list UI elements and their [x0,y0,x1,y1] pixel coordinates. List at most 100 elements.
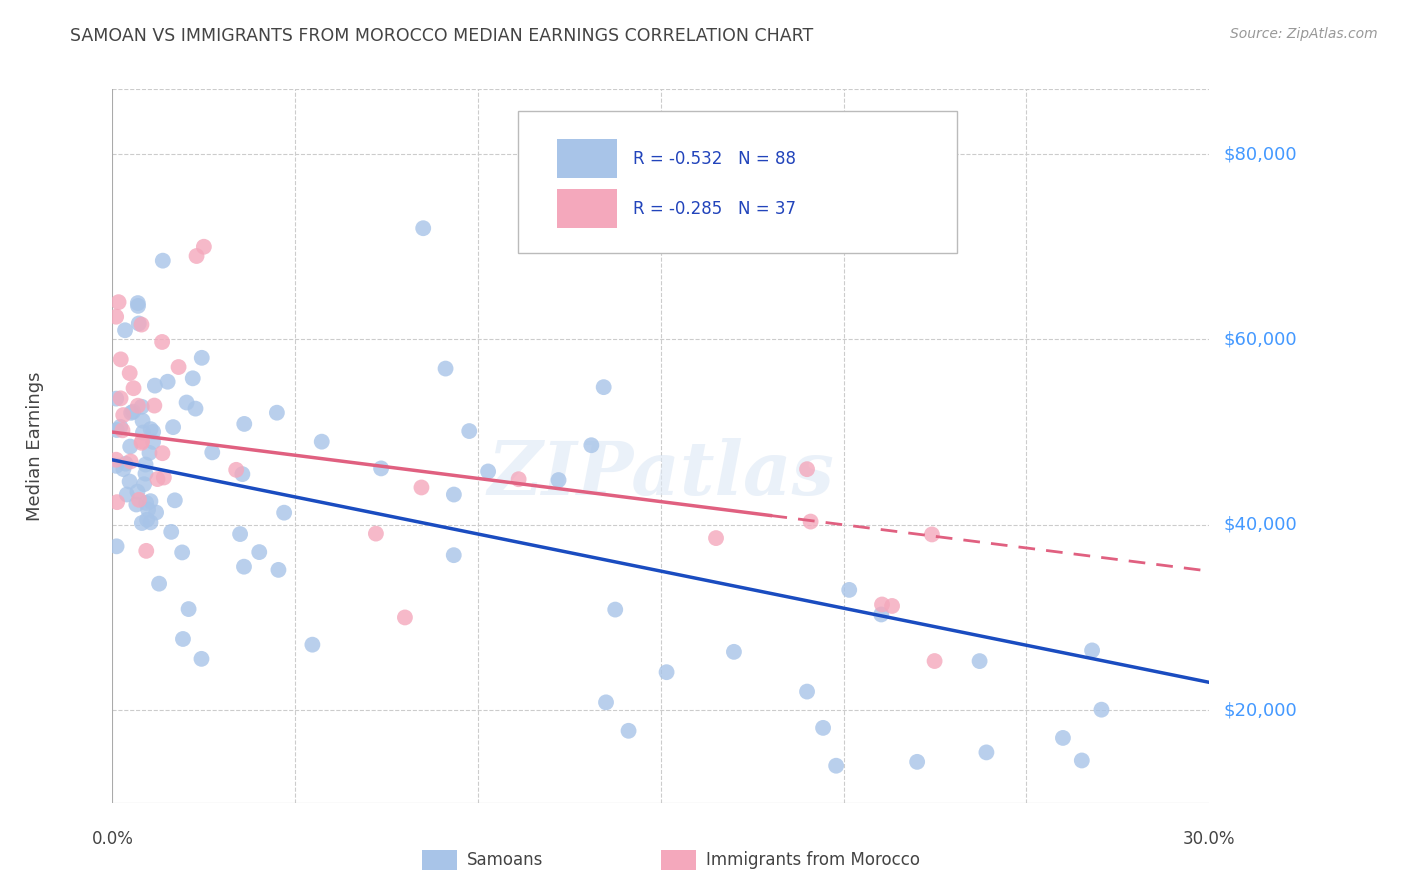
Point [1070,754,1092,768]
Point [105,423,128,437]
Point [120,440,142,454]
Point [838,582,860,597]
Point [592,380,614,394]
Point [135,496,157,510]
Point [105,539,128,553]
Point [143,378,166,392]
Point [127,399,149,413]
Point [122,404,145,418]
Point [800,515,823,529]
Point [105,495,128,509]
Point [434,361,457,376]
Point [1081,643,1104,657]
Point [181,371,204,385]
Point [139,494,162,508]
Point [443,548,465,562]
Point [152,253,174,268]
Text: Median Earnings: Median Earnings [27,371,44,521]
Point [581,438,603,452]
FancyBboxPatch shape [557,139,617,178]
Point [142,425,165,439]
Point [924,654,946,668]
Point [225,463,247,477]
Point [163,493,186,508]
Point [120,454,142,468]
Point [412,221,434,235]
Point [811,721,834,735]
Point [136,502,159,516]
Point [825,758,848,772]
Point [976,745,998,759]
Point [311,434,333,449]
Point [135,544,157,558]
Point [131,400,153,414]
Point [112,462,135,476]
Point [152,446,174,460]
Point [118,475,141,489]
FancyBboxPatch shape [557,189,617,228]
Point [131,318,153,332]
Point [655,665,678,680]
Text: $80,000: $80,000 [1223,145,1296,163]
Point [870,607,893,622]
Point [508,472,530,486]
Point [595,695,617,709]
Point [112,408,135,422]
Point [172,545,194,559]
Point [1052,731,1074,745]
Point [105,392,128,406]
Point [870,598,893,612]
Point [190,652,212,666]
Point [142,434,165,449]
Point [118,366,141,380]
Point [186,249,208,263]
Point [139,422,162,436]
Point [273,506,295,520]
Point [136,513,159,527]
Point [191,351,214,365]
Point [162,420,184,434]
Text: $20,000: $20,000 [1223,701,1296,719]
Point [134,467,156,481]
Point [125,498,148,512]
Point [145,506,167,520]
Point [146,472,169,486]
Text: R = -0.532   N = 88: R = -0.532 N = 88 [633,150,796,168]
Point [131,516,153,530]
Point [131,434,153,449]
Text: 0.0%: 0.0% [91,830,134,847]
Point [267,563,290,577]
Point [229,527,252,541]
Text: Source: ZipAtlas.com: Source: ZipAtlas.com [1230,27,1378,41]
Point [796,684,818,698]
Point [233,417,256,431]
Point [128,317,150,331]
Point [143,399,166,413]
Point [370,461,392,475]
Text: ZIPatlas: ZIPatlas [488,438,834,511]
Point [921,527,943,541]
Point [605,602,627,616]
Point [127,484,149,499]
Point [111,423,134,437]
Point [107,295,129,310]
Point [411,480,433,494]
Text: 30.0%: 30.0% [1182,830,1236,847]
Point [135,458,157,472]
Point [969,654,991,668]
Point [704,531,727,545]
Point [796,462,818,476]
Point [134,477,156,491]
Point [105,310,128,324]
Point [905,755,928,769]
Point [247,545,270,559]
Point [723,645,745,659]
Text: $60,000: $60,000 [1223,330,1296,349]
Point [114,457,136,471]
Point [458,424,481,438]
Point [177,602,200,616]
Point [880,599,903,613]
Point [364,526,387,541]
Point [266,406,288,420]
Point [115,487,138,501]
